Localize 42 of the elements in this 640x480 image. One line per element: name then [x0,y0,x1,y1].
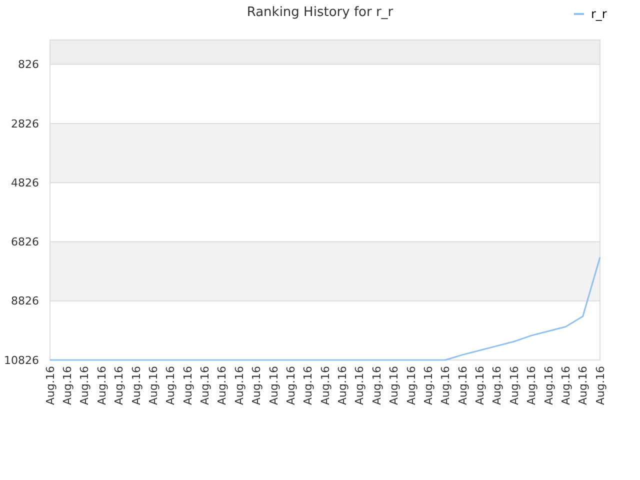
x-tick-label: Aug.16 [594,366,607,405]
x-tick-label: Aug.16 [164,366,178,405]
chart-title: Ranking History for r_r [246,5,394,20]
x-tick-label: Aug.16 [525,366,538,405]
y-tick-label: 2826 [11,117,39,130]
x-tick-label: Aug.16 [353,366,366,405]
x-tick-label: Aug.16 [388,366,401,405]
x-tick-label: Aug.16 [422,366,435,405]
x-tick-label: Aug.16 [404,366,418,405]
x-tick-label: Aug.16 [490,366,504,405]
x-tick-label: Aug.16 [61,366,74,405]
x-tick-label: Aug.16 [232,366,246,405]
x-tick-label: Aug.16 [95,366,108,405]
legend-label: r_r [591,7,607,22]
x-tick-label: Aug.16 [336,366,350,405]
y-tick-label: 826 [18,58,39,72]
line-series [49,256,601,361]
y-tick-label: 10826 [4,354,39,367]
x-tick-label: Aug.16 [198,366,212,405]
y-tick-label: 6826 [11,236,39,249]
x-tick-label: Aug.16 [78,366,92,405]
x-tick-label: Aug.16 [44,366,57,405]
y-tick-label: 4826 [11,176,39,190]
x-tick-label: Aug.16 [439,366,452,405]
x-tick-label: Aug.16 [576,366,590,405]
x-tick-label: Aug.16 [130,366,143,405]
x-tick-label: Aug.16 [456,366,470,405]
x-tick-label: Aug.16 [216,366,229,405]
x-tick-label: Aug.16 [542,366,556,405]
x-tick-label: Aug.16 [302,366,315,405]
x-tick-label: Aug.16 [146,366,160,405]
y-tick-label: 8826 [11,294,39,308]
x-tick-label: Aug.16 [508,366,521,405]
x-tick-label: Aug.16 [284,366,298,405]
x-tick-label: Aug.16 [559,366,572,405]
x-tick-label: Aug.16 [474,366,487,405]
x-tick-label: Aug.16 [318,366,332,405]
x-tick-label: Aug.16 [250,366,264,405]
x-tick-label: Aug.16 [181,366,194,405]
x-tick-label: Aug.16 [370,366,384,405]
x-tick-label: Aug.16 [267,366,280,405]
x-tick-label: Aug.16 [112,366,126,405]
